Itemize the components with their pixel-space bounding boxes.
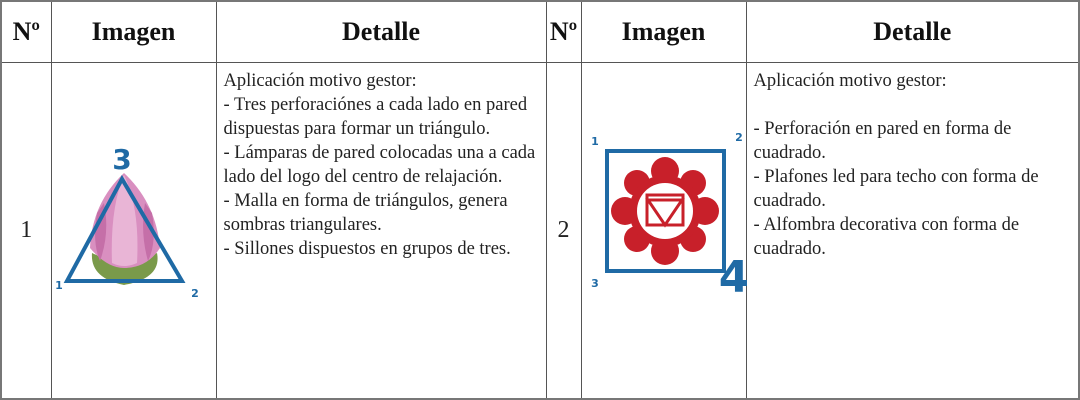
- chakra-image: 1 2 3 4: [591, 131, 749, 303]
- image-cell: 3 1 2: [50, 62, 217, 400]
- detail-line: - Plafones led para techo con forma de c…: [753, 167, 1039, 211]
- detail-cell: Aplicación motivo gestor: - Perforación …: [745, 62, 1080, 400]
- vertex-label: 3: [591, 277, 599, 290]
- vertex-label: 4: [718, 252, 746, 303]
- detail-line: - Malla en forma de triángulos, genera s…: [223, 191, 508, 235]
- detail-line: - Lámparas de pared colocadas una a cada…: [223, 143, 536, 187]
- detail-line: Aplicación motivo gestor:: [223, 71, 417, 91]
- detail-line: - Perforación en pared en forma de cuadr…: [753, 119, 1012, 163]
- image-cell: 1 2 3 4: [580, 62, 749, 400]
- chakra: [610, 157, 719, 265]
- detail-line: - Tres perforaciónes a cada lado en pare…: [223, 95, 528, 139]
- vertex-label: 1: [591, 135, 599, 148]
- lotus-image: 3 1 2: [55, 143, 199, 300]
- square: [604, 149, 726, 273]
- detail-line: Aplicación motivo gestor:: [753, 71, 947, 91]
- header: Nº: [0, 0, 52, 63]
- detail-cell: Aplicación motivo gestor: - Tres perfora…: [215, 62, 547, 400]
- vertex-label: 3: [112, 143, 131, 176]
- vertex-label: 2: [735, 131, 743, 144]
- detail-line: - Sillones dispuestos en grupos de tres.: [223, 239, 511, 259]
- body-row: 1 3 1 2 Aplicación motivo gestor: - Tres…: [0, 62, 1080, 400]
- header: Detalle: [215, 0, 547, 63]
- header: Imagen: [580, 0, 747, 63]
- header-row: Nº Imagen Detalle Nº Imagen Detalle: [0, 0, 1080, 63]
- vertex-label: 1: [55, 279, 63, 292]
- header: Nº: [545, 0, 582, 63]
- detail-line: - Alfombra decorativa con forma de cuadr…: [753, 215, 1020, 259]
- triangle: [63, 174, 185, 283]
- number: 1: [0, 62, 52, 400]
- header: Imagen: [50, 0, 217, 63]
- vertex-label: 2: [191, 287, 199, 300]
- number: 2: [545, 62, 582, 400]
- header: Detalle: [745, 0, 1080, 63]
